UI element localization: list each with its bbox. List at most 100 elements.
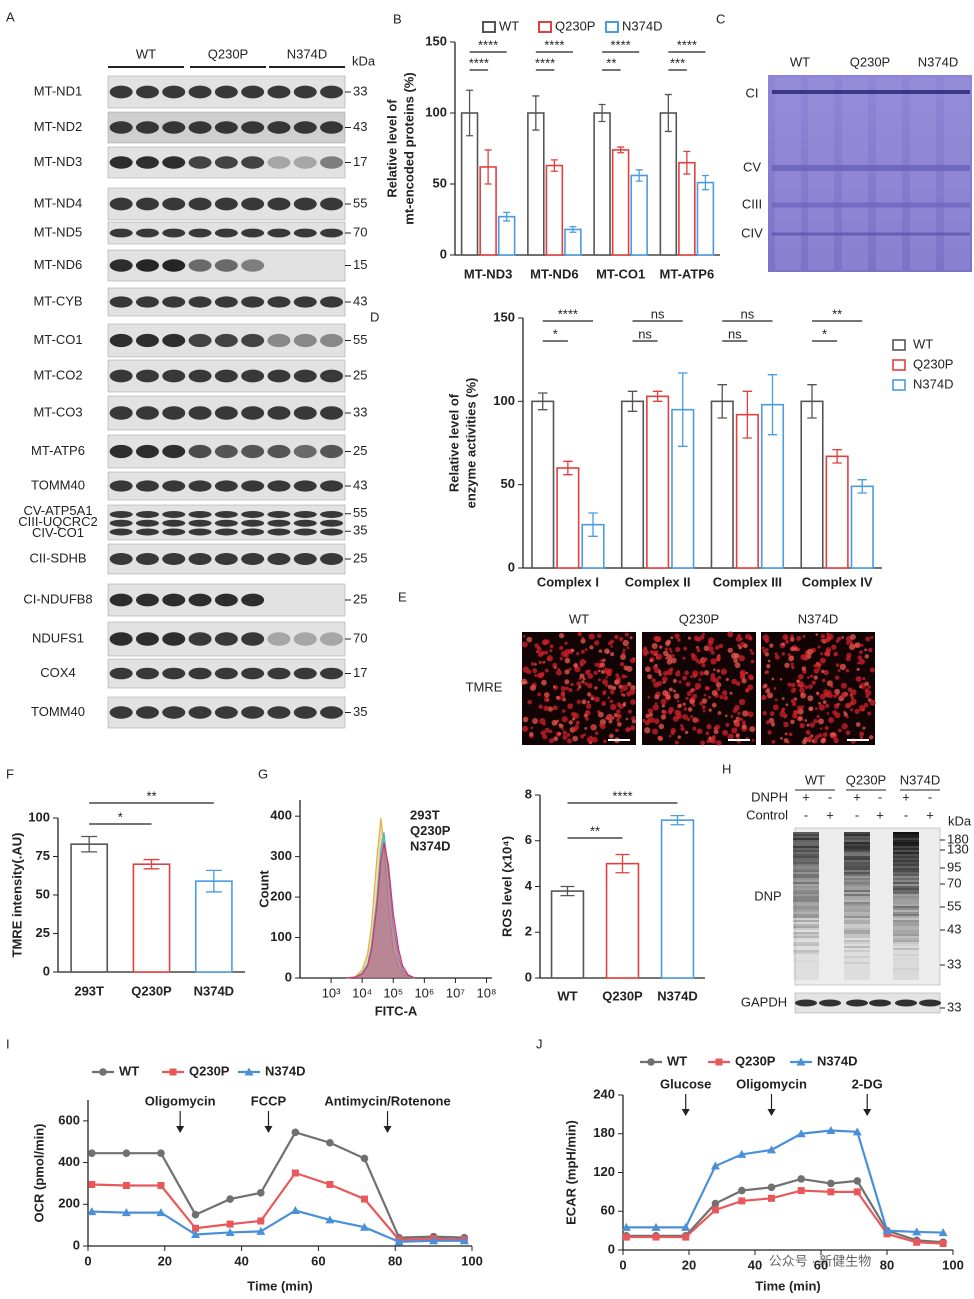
cell xyxy=(544,668,549,673)
cell xyxy=(561,716,568,723)
blot-band xyxy=(320,369,344,383)
blot-smear xyxy=(793,836,819,838)
cell xyxy=(734,662,741,669)
blot-band xyxy=(188,519,212,527)
data-point xyxy=(291,1169,299,1177)
cell xyxy=(553,736,559,742)
blot-band xyxy=(188,369,212,383)
cell xyxy=(860,643,864,647)
blot-band xyxy=(819,999,841,1007)
blot-smear xyxy=(844,930,870,932)
blot-band xyxy=(214,369,238,383)
cell xyxy=(785,703,789,707)
cell xyxy=(865,636,871,642)
y-tick-label: 200 xyxy=(270,889,292,904)
cell xyxy=(608,733,614,739)
cell xyxy=(766,664,771,669)
cell xyxy=(779,678,783,681)
cell xyxy=(614,634,619,640)
cell xyxy=(552,662,558,668)
cell xyxy=(580,734,585,739)
blot-smear xyxy=(844,968,870,970)
arrow-head xyxy=(264,1126,273,1133)
kda-marker: 33 xyxy=(947,999,961,1014)
error-bar xyxy=(767,374,778,436)
blot-band xyxy=(320,444,344,459)
blot-smear xyxy=(793,956,819,958)
protein-label: MT-CYB xyxy=(33,293,82,308)
significance-label: **** xyxy=(677,37,697,52)
blot-smear xyxy=(893,870,919,872)
blot-smear xyxy=(844,890,870,892)
blot-smear xyxy=(893,852,919,854)
cell xyxy=(747,711,754,718)
legend-label: WT xyxy=(667,1053,687,1068)
cell xyxy=(644,666,651,673)
cell xyxy=(790,634,794,638)
blot-smear xyxy=(893,868,919,870)
cell xyxy=(839,663,847,671)
cell xyxy=(708,708,712,712)
y-axis-label: OCR (pmol/min) xyxy=(31,1124,46,1223)
gel-lane xyxy=(944,78,970,270)
protein-label: COX4 xyxy=(40,665,75,680)
cell xyxy=(815,662,821,669)
cell xyxy=(845,730,851,736)
data-point xyxy=(326,1138,334,1147)
cell xyxy=(540,730,546,736)
blot-smear xyxy=(893,902,919,904)
cell xyxy=(784,713,788,718)
blot-smear xyxy=(893,906,919,908)
blot-smear xyxy=(893,918,919,920)
blot-smear xyxy=(793,944,819,946)
cell xyxy=(694,718,700,723)
blot-band xyxy=(214,333,238,348)
blot-smear xyxy=(793,866,819,868)
blot-smear xyxy=(893,876,919,878)
legend-swatch xyxy=(605,21,619,33)
cell xyxy=(621,674,626,679)
y-tick-label: 600 xyxy=(58,1112,80,1127)
blot-band xyxy=(109,706,133,719)
cell xyxy=(696,637,702,642)
treatment-sign: - xyxy=(904,807,908,822)
cell xyxy=(834,675,840,680)
y-tick-label: 0 xyxy=(285,969,292,984)
cell xyxy=(850,634,856,640)
cell xyxy=(790,698,796,704)
cell xyxy=(585,703,592,709)
data-point xyxy=(797,1187,805,1195)
protein-label: CIV-CO1 xyxy=(32,525,84,540)
blot-band xyxy=(109,528,133,536)
cell xyxy=(715,655,721,661)
blot-band xyxy=(267,480,291,492)
cell xyxy=(772,704,779,711)
legend-label: N374D xyxy=(410,838,450,853)
cell xyxy=(682,656,686,660)
panel-letter: I xyxy=(6,1036,10,1051)
kda-marker: 130 xyxy=(947,841,969,856)
bar xyxy=(696,181,715,256)
cell xyxy=(696,728,703,735)
error-bar xyxy=(832,449,842,464)
blot-band xyxy=(109,296,133,308)
cell xyxy=(644,727,651,734)
cell xyxy=(825,703,830,708)
cell xyxy=(692,726,697,731)
cell xyxy=(658,672,662,676)
significance-label: ** xyxy=(832,306,842,321)
blot-band xyxy=(267,369,291,383)
data-point xyxy=(225,1227,235,1236)
cell xyxy=(564,641,568,645)
blot-band xyxy=(267,121,291,134)
cell xyxy=(573,663,578,668)
blot-smear xyxy=(793,894,819,896)
x-tick-label: Complex III xyxy=(713,574,782,589)
cell xyxy=(564,679,570,685)
data-point xyxy=(360,1154,369,1163)
x-tick-label: 80 xyxy=(880,1257,894,1272)
blot-band xyxy=(267,197,291,211)
cell xyxy=(549,729,553,734)
bar xyxy=(564,228,582,256)
cell xyxy=(577,631,582,637)
